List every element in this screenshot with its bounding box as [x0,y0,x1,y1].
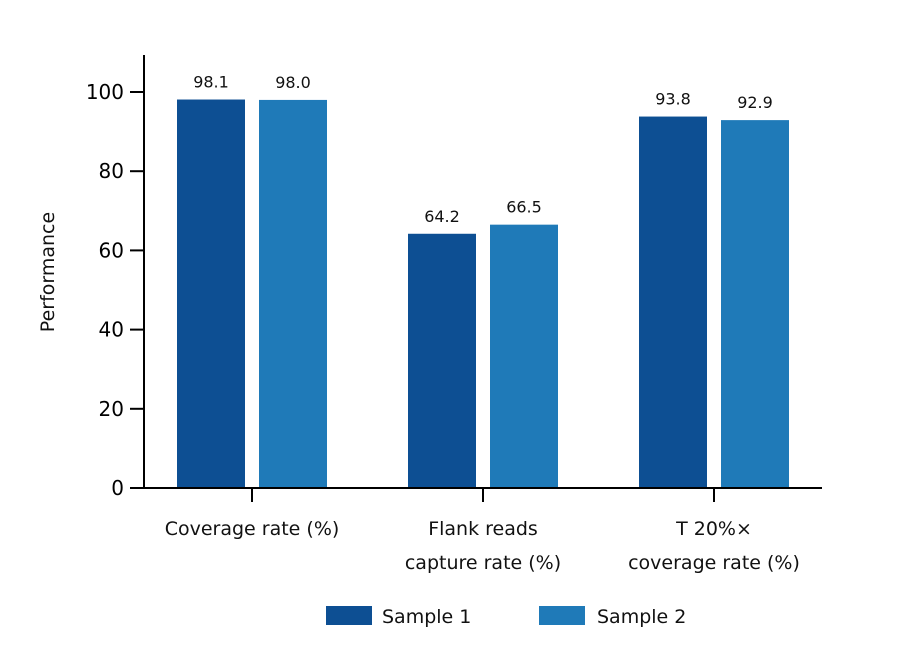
data-label: 92.9 [737,93,773,112]
data-label: 93.8 [655,90,691,109]
bar-sample-1-2 [639,116,707,488]
x-tick-label: coverage rate (%) [628,552,800,574]
bar-sample-1-0 [177,99,245,489]
bar-sample-2-0 [259,99,327,489]
bar-sample-2-1 [490,224,558,488]
y-tick-label: 40 [99,318,124,342]
y-tick-label: 20 [99,397,124,421]
y-tick-label: 80 [99,159,124,183]
x-ticks-layer: Coverage rate (%) Flank reads capture rate… [165,488,800,574]
x-tick-label: T 20%× [675,518,752,540]
legend-label: Sample 1 [382,606,471,628]
x-tick-label: Flank reads [428,518,538,540]
x-tick-label: Coverage rate (%) [165,518,340,540]
bars-layer [177,99,789,489]
y-axis-title: Performance [37,212,59,332]
y-tick-label: 60 [99,238,124,262]
y-ticks-layer: 0 20 40 60 80 100 [86,80,144,500]
legend-swatch [539,606,585,625]
data-label: 98.0 [275,73,311,92]
y-tick-label: 100 [86,80,124,104]
data-label: 98.1 [193,73,229,92]
x-tick-label: capture rate (%) [405,552,561,574]
data-label: 64.2 [424,207,460,226]
legend: Sample 1 Sample 2 [326,606,686,628]
data-label: 66.5 [506,198,542,217]
bar-sample-2-2 [721,120,789,488]
y-tick-label: 0 [111,476,124,500]
legend-label: Sample 2 [597,606,686,628]
legend-swatch [326,606,372,625]
data-labels-layer: 98.1 64.2 93.8 98.0 66.5 92.9 [193,73,773,226]
bar-sample-1-1 [408,233,476,488]
